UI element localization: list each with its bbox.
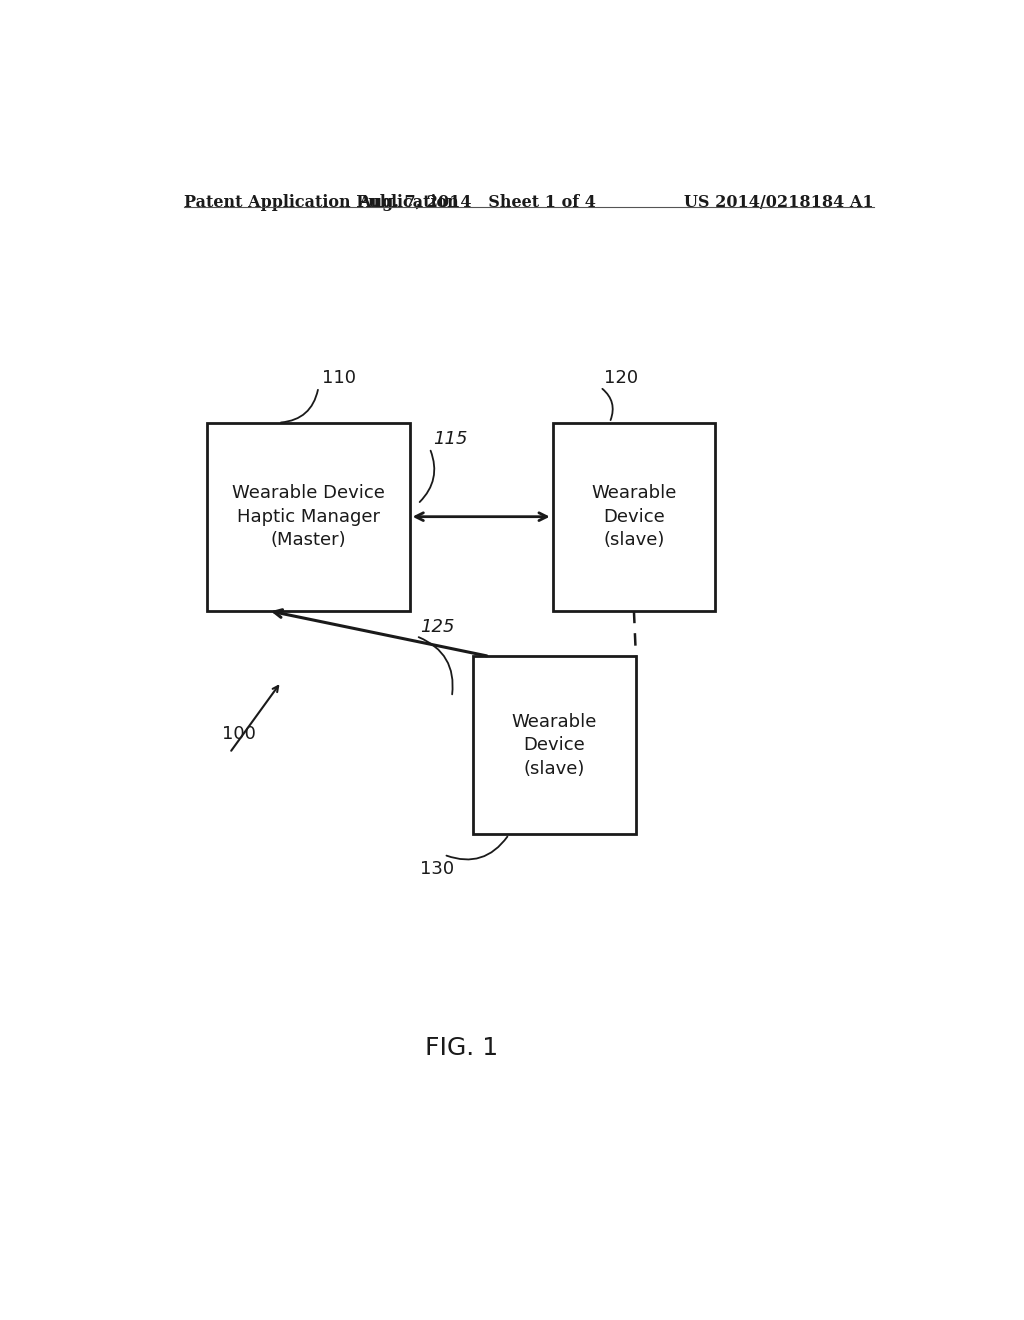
FancyArrowPatch shape: [446, 837, 508, 859]
Text: 120: 120: [604, 370, 638, 387]
Text: Wearable
Device
(slave): Wearable Device (slave): [512, 713, 597, 777]
Bar: [553, 422, 715, 611]
Text: Wearable Device
Haptic Manager
(Master): Wearable Device Haptic Manager (Master): [232, 484, 385, 549]
FancyArrowPatch shape: [281, 389, 317, 422]
Polygon shape: [659, 422, 715, 494]
Text: 130: 130: [420, 859, 455, 878]
Text: Wearable
Device
(slave): Wearable Device (slave): [591, 484, 677, 549]
Bar: [473, 656, 636, 834]
Bar: [207, 422, 410, 611]
Text: 115: 115: [433, 430, 468, 447]
Polygon shape: [354, 422, 410, 494]
FancyArrowPatch shape: [420, 450, 434, 502]
Text: US 2014/0218184 A1: US 2014/0218184 A1: [684, 194, 873, 211]
Text: 110: 110: [323, 370, 356, 387]
Text: 100: 100: [221, 725, 256, 743]
Text: 125: 125: [420, 618, 455, 636]
Polygon shape: [583, 656, 636, 725]
Text: Aug. 7, 2014   Sheet 1 of 4: Aug. 7, 2014 Sheet 1 of 4: [358, 194, 596, 211]
FancyArrowPatch shape: [419, 638, 453, 694]
Text: FIG. 1: FIG. 1: [425, 1036, 498, 1060]
FancyArrowPatch shape: [602, 389, 612, 420]
Text: Patent Application Publication: Patent Application Publication: [183, 194, 459, 211]
